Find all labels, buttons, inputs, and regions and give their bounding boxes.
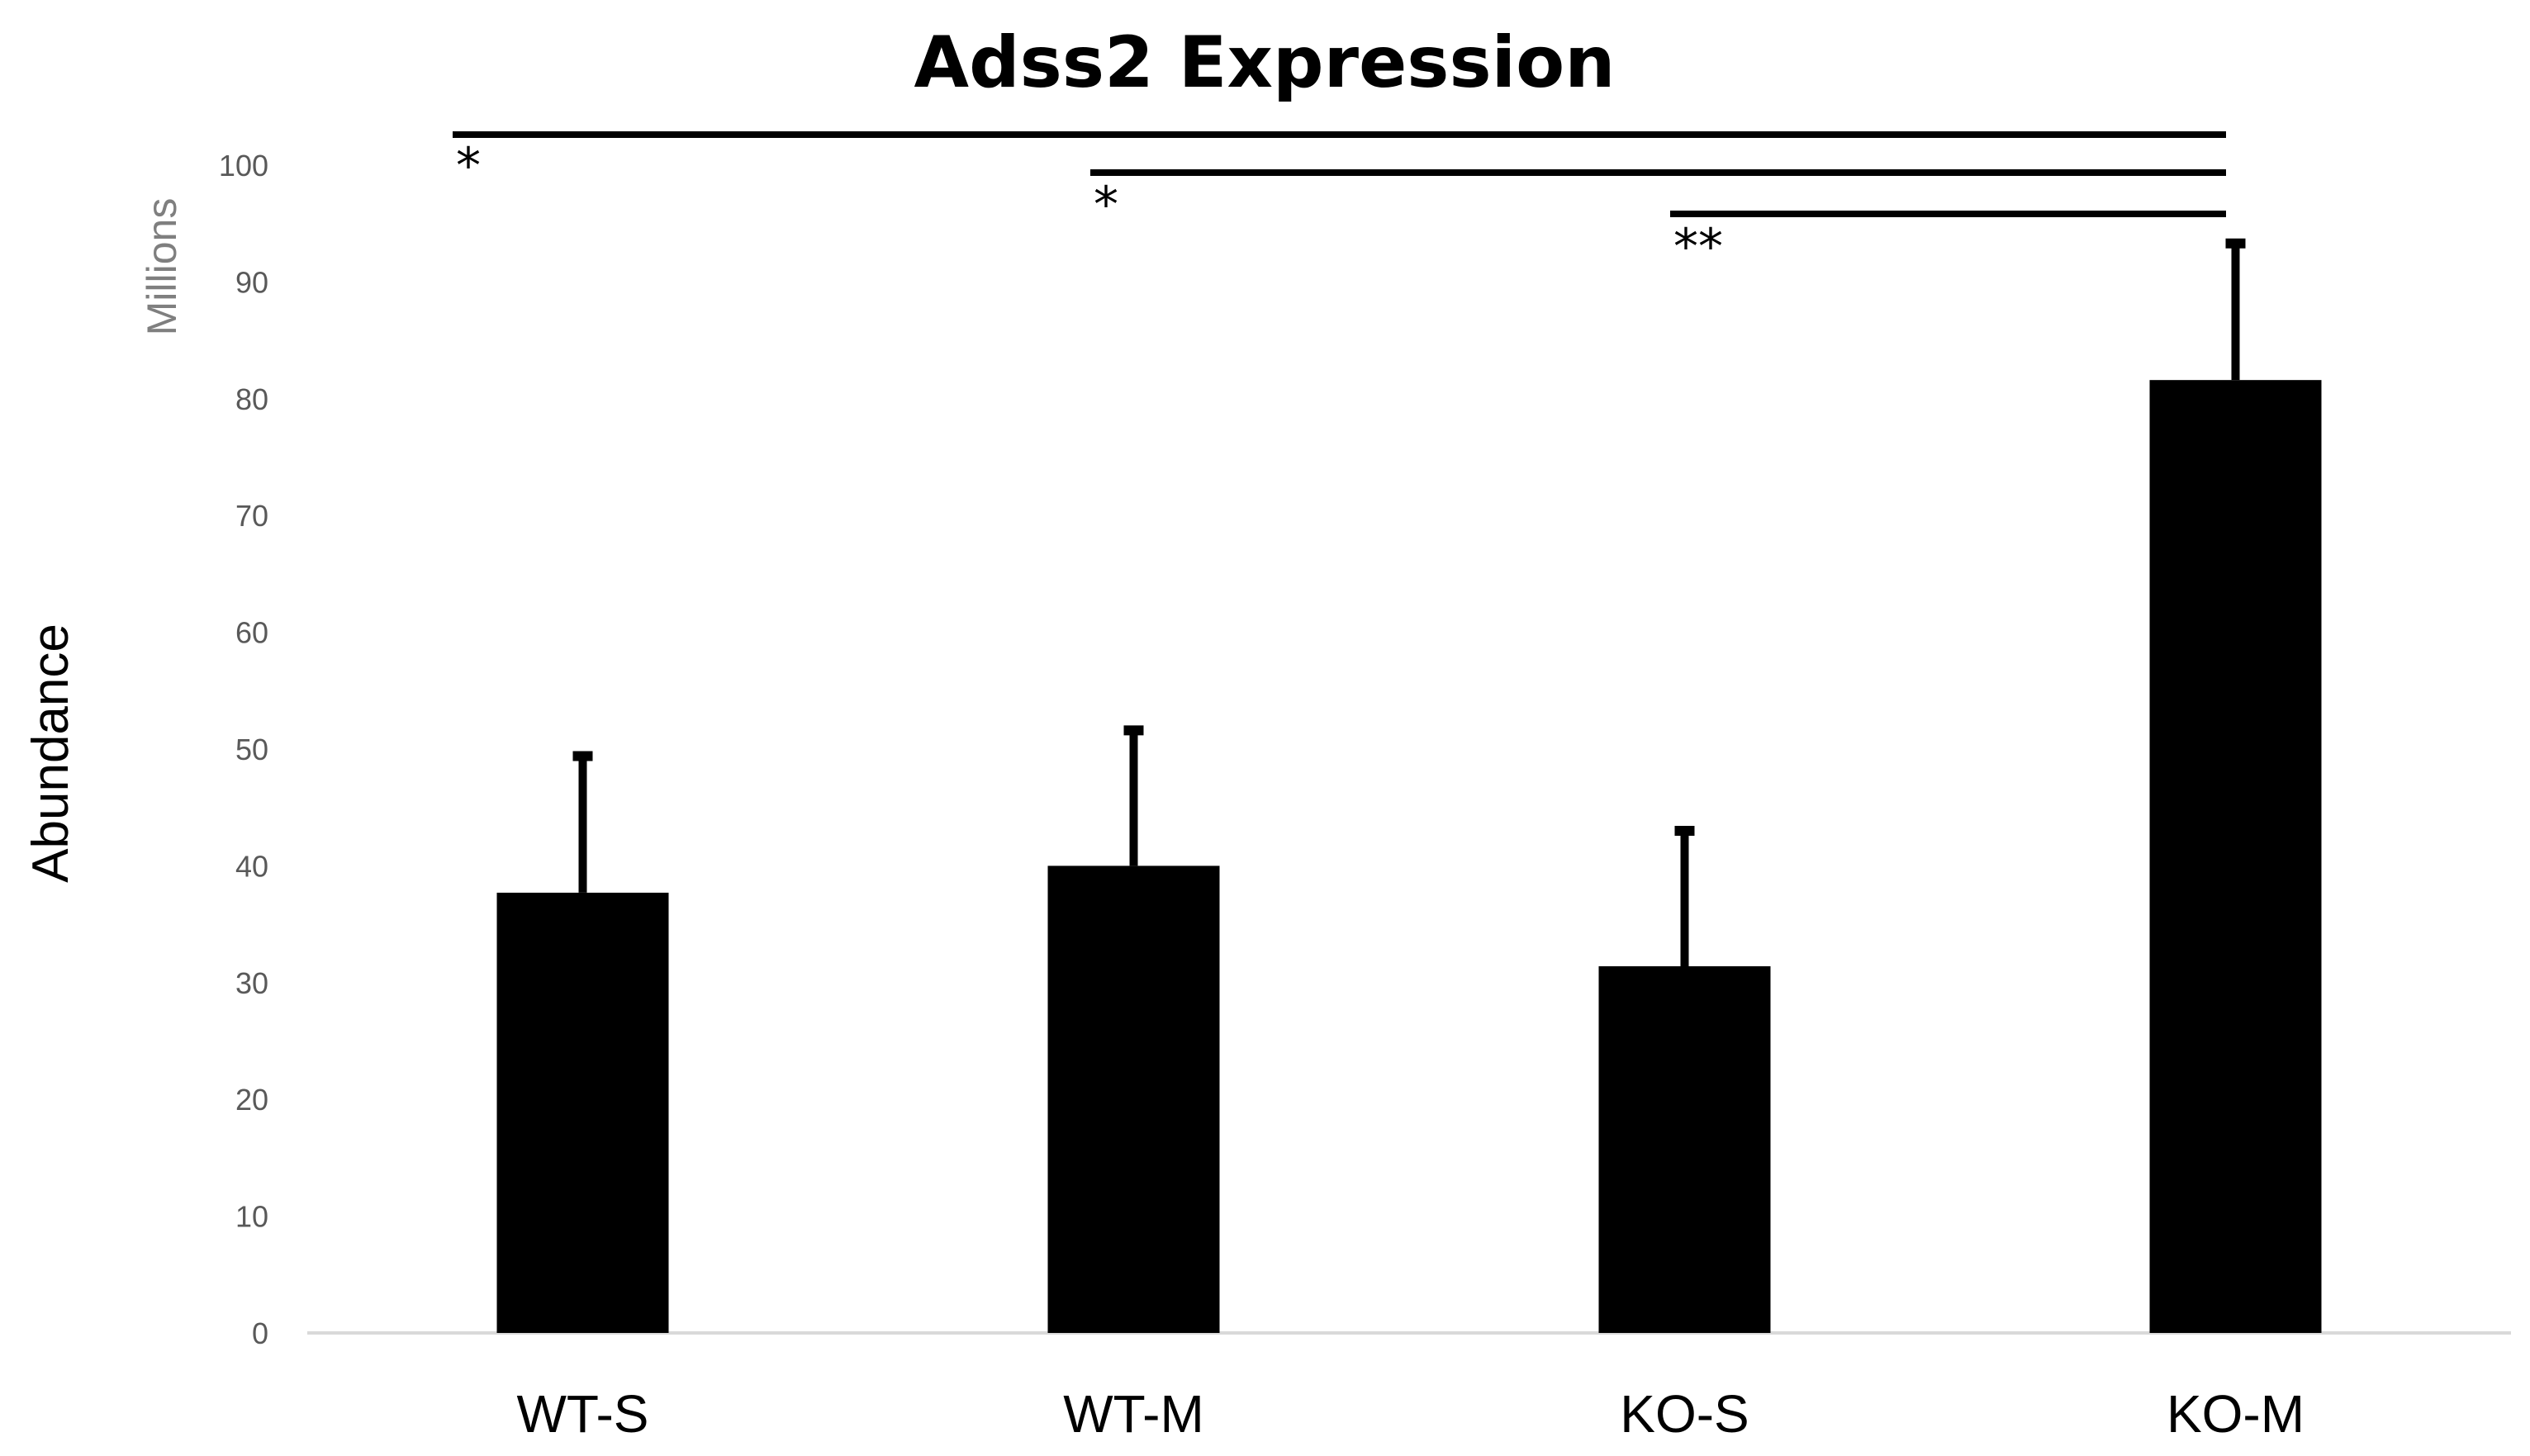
y-tick-label: 70: [235, 499, 268, 533]
x-axis-categories: WT-S WT-M KO-S KO-M: [517, 1384, 2305, 1444]
bars: [496, 380, 2322, 1333]
y-tick-label: 90: [235, 265, 268, 299]
error-bar-wt-s: [572, 751, 593, 893]
y-tick-label: 50: [235, 733, 268, 766]
bar-ko-s: [1598, 966, 1771, 1333]
x-tick-label: KO-M: [2167, 1384, 2305, 1444]
y-tick-label: 60: [235, 616, 268, 650]
y-axis-ticks: 0 10 20 30 40 50 60 70 80 90 100: [219, 149, 268, 1350]
y-tick-label: 100: [219, 149, 268, 183]
error-bar-ko-m: [2225, 238, 2246, 381]
y-tick-label: 20: [235, 1083, 268, 1117]
y-tick-label: 30: [235, 966, 268, 1000]
y-axis-label: Abundance: [22, 624, 79, 883]
x-tick-label: KO-S: [1620, 1384, 1749, 1444]
chart-title: Adss2 Expression: [914, 21, 1616, 104]
y-tick-label: 0: [252, 1316, 268, 1350]
error-bar-wt-m: [1123, 725, 1144, 866]
x-tick-label: WT-S: [517, 1384, 649, 1444]
significance-bracket: **: [1670, 211, 2226, 276]
y-tick-label: 40: [235, 849, 268, 883]
bar-ko-m: [2149, 380, 2322, 1333]
y-tick-label: 80: [235, 382, 268, 416]
y-unit-label: Millions: [139, 198, 185, 336]
y-tick-label: 10: [235, 1200, 268, 1234]
error-bars: [572, 238, 2246, 967]
significance-label: **: [1673, 218, 1723, 276]
significance-bracket: *: [1090, 169, 2226, 234]
error-bar-ko-s: [1674, 825, 1695, 967]
bar-wt-s: [496, 892, 669, 1333]
significance-label: *: [1094, 176, 1118, 234]
significance-label: *: [456, 137, 481, 195]
significance-bracket: *: [453, 131, 2226, 195]
significance-brackets: ****: [453, 131, 2226, 276]
x-tick-label: WT-M: [1063, 1384, 1204, 1444]
bar-wt-m: [1047, 866, 1220, 1333]
